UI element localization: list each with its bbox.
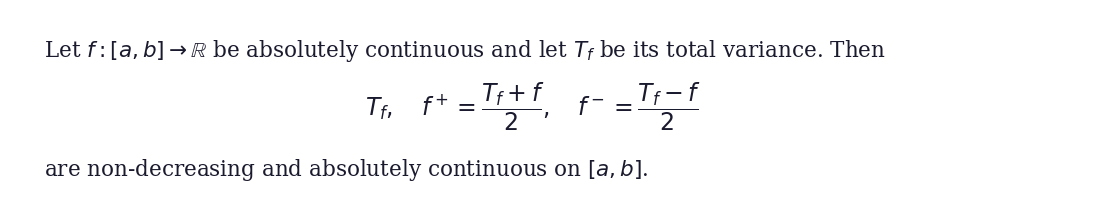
Text: $T_f, \quad f^+ = \dfrac{T_f + f}{2}, \quad f^- = \dfrac{T_f - f}{2}$: $T_f, \quad f^+ = \dfrac{T_f + f}{2}, \q…	[365, 80, 701, 132]
Text: Let $f : [a, b] \rightarrow \mathbb{R}$ be absolutely continuous and let $T_f$ b: Let $f : [a, b] \rightarrow \mathbb{R}$ …	[44, 38, 886, 63]
Text: are non-decreasing and absolutely continuous on $[a, b]$.: are non-decreasing and absolutely contin…	[44, 157, 649, 183]
